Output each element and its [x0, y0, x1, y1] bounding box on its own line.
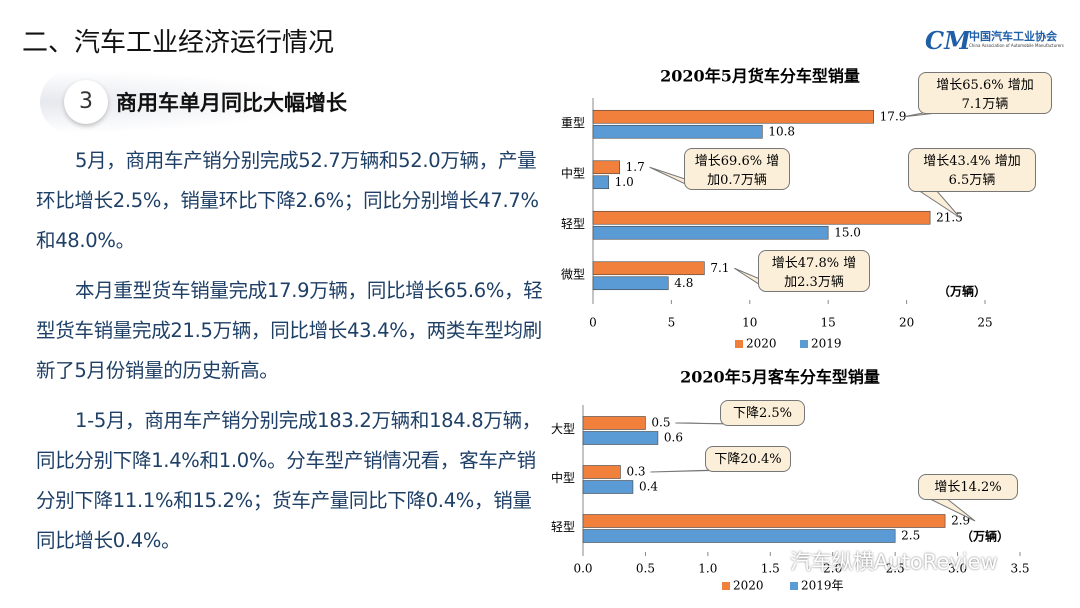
legend-label: 2020	[733, 579, 764, 593]
bar	[582, 416, 646, 430]
category-label: 轻型	[561, 217, 585, 231]
value-label: 0.4	[639, 480, 658, 494]
legend-swatch	[735, 340, 743, 348]
logo-text: 中国汽车工业协会	[969, 30, 1057, 43]
x-tick-label: 1.5	[761, 562, 780, 576]
x-tick-label: 25	[977, 316, 992, 330]
category-label: 大型	[551, 422, 575, 436]
bar	[582, 514, 946, 528]
bar	[592, 160, 620, 175]
slide-title: 二、汽车工业经济运行情况	[22, 28, 335, 58]
logo-sub: China Association of Automobile Manufact…	[969, 43, 1064, 48]
value-label: 2.9	[951, 514, 970, 528]
value-label: 0.6	[664, 431, 683, 445]
x-tick-label: 10	[742, 316, 757, 330]
callout: 增长65.6% 增加7.1万辆	[918, 72, 1052, 114]
value-label: 0.5	[651, 416, 670, 430]
chart-title: 2020年5月货车分车型销量	[660, 67, 860, 86]
callout: 下降20.4%	[705, 446, 791, 472]
legend-swatch	[790, 582, 798, 590]
bar	[582, 480, 634, 494]
x-tick-label: 2.5	[886, 562, 905, 576]
watermark: 汽车纵横AutoReview	[790, 550, 998, 574]
x-tick-label: 0.5	[636, 562, 655, 576]
section-title: 商用车单月同比大幅增长	[116, 91, 347, 115]
callout: 增长47.8% 增加2.3万辆	[758, 250, 870, 292]
bar	[582, 431, 659, 445]
x-tick-label: 0.0	[573, 562, 592, 576]
callout: 增长69.6% 增加0.7万辆	[684, 148, 790, 190]
bar	[582, 529, 896, 543]
legend-swatch	[722, 582, 730, 590]
value-label: 10.8	[768, 124, 795, 138]
value-label: 17.9	[880, 109, 907, 123]
category-label: 重型	[561, 116, 585, 130]
x-tick-label: 2.0	[823, 562, 842, 576]
legend-label: 2019	[811, 337, 842, 351]
value-label: 7.1	[710, 261, 729, 275]
bar	[592, 225, 829, 240]
value-label: 1.0	[615, 175, 634, 189]
section-number: 3	[64, 80, 108, 124]
axis-unit: （万辆）	[961, 529, 1009, 544]
bar	[592, 210, 931, 225]
value-label: 15.0	[834, 225, 861, 239]
category-label: 中型	[561, 165, 585, 180]
callout: 下降2.5%	[720, 400, 805, 426]
bar	[592, 276, 669, 291]
paragraph: 本月重型货车销量完成17.9万辆，同比增长65.6%，轻型货车销量完成21.5万…	[36, 279, 543, 382]
x-tick-label: 0	[589, 316, 597, 330]
bar	[592, 175, 609, 190]
bar	[582, 465, 621, 479]
chart-title: 2020年5月客车分车型销量	[680, 368, 880, 387]
callout: 增长14.2%	[918, 474, 1018, 500]
axis-unit: （万辆）	[938, 284, 986, 299]
category-label: 中型	[551, 470, 575, 485]
x-tick-label: 1.0	[698, 562, 717, 576]
paragraph: 1-5月，商用车产销分别完成183.2万辆和184.8万辆，同比分别下降1.4%…	[36, 409, 541, 552]
body-text: 5月，商用车产销分别完成52.7万辆和52.0万辆，产量环比增长2.5%，销量环…	[36, 141, 544, 571]
paragraph: 5月，商用车产销分别完成52.7万辆和52.0万辆，产量环比增长2.5%，销量环…	[36, 149, 539, 252]
logo-mark: CM	[925, 26, 971, 55]
bar	[592, 109, 874, 124]
x-tick-label: 20	[899, 316, 914, 330]
value-label: 0.3	[626, 465, 645, 479]
category-label: 轻型	[551, 520, 575, 534]
category-label: 微型	[561, 267, 585, 281]
x-tick-label: 3.5	[1010, 562, 1029, 576]
x-tick-label: 5	[668, 316, 676, 330]
legend-swatch	[800, 340, 808, 348]
x-tick-label: 3.0	[948, 562, 967, 576]
bar	[592, 261, 705, 276]
legend-label: 2019年	[801, 579, 844, 593]
callout: 增长43.4% 增加6.5万辆	[908, 148, 1036, 192]
value-label: 2.5	[901, 529, 920, 543]
bar	[592, 124, 763, 139]
x-tick-label: 15	[821, 316, 836, 330]
value-label: 1.7	[626, 160, 645, 174]
legend-label: 2020	[746, 337, 777, 351]
value-label: 4.8	[674, 276, 693, 290]
